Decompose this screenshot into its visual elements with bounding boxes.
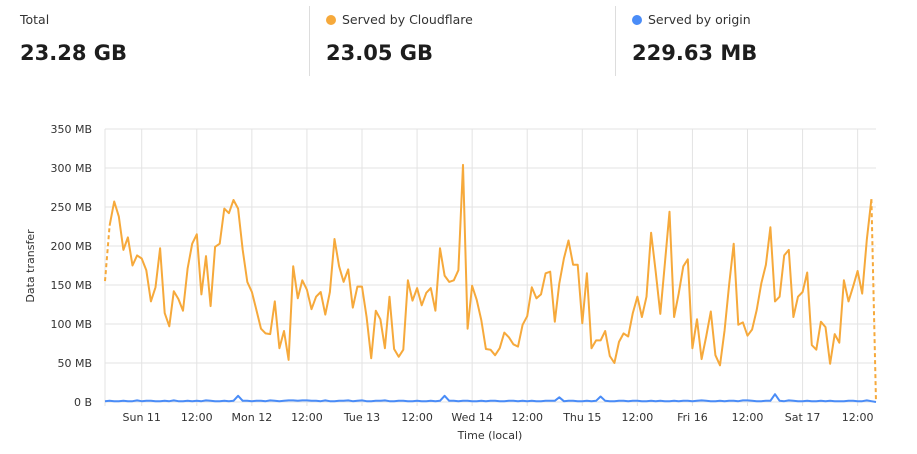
x-tick-label: Wed 14 [451,411,492,424]
stat-cloudflare-label: Served by Cloudflare [342,12,473,27]
divider [309,6,310,76]
y-tick-label: 350 MB [50,123,92,136]
cloudflare-series-line-dashed-end [870,199,877,403]
cloudflare-series-line [108,163,873,367]
stat-total-value: 23.28 GB [20,41,127,65]
stat-origin[interactable]: Served by origin 229.63 MB [632,12,757,74]
x-tick-label: 12:00 [291,411,323,424]
x-tick-label: 12:00 [622,411,654,424]
x-tick-label: 12:00 [732,411,764,424]
y-tick-label: 250 MB [50,201,92,214]
origin-legend-dot-icon [632,14,642,25]
stat-origin-value: 229.63 MB [632,41,758,65]
y-tick-label: 150 MB [50,279,92,292]
x-tick-label: 12:00 [842,411,874,424]
x-tick-label: 12:00 [511,411,543,424]
x-tick-label: Sat 17 [785,411,821,424]
y-tick-label: 50 MB [57,357,92,370]
x-tick-label: Tue 13 [343,411,380,424]
origin-series-line [104,393,877,403]
stat-origin-label: Served by origin [648,12,751,27]
y-tick-label: 0 B [74,396,92,409]
x-tick-label: Sun 11 [123,411,161,424]
divider [615,6,616,76]
stat-total-label: Total [20,12,50,27]
x-tick-label: 12:00 [181,411,213,424]
x-tick-label: Fri 16 [677,411,708,424]
stat-cloudflare-value: 23.05 GB [326,41,433,65]
x-axis-title: Time (local) [457,429,523,442]
y-axis-title: Data transfer [24,229,37,303]
y-tick-label: 200 MB [50,240,92,253]
x-tick-label: Thu 15 [562,411,601,424]
y-tick-label: 100 MB [50,318,92,331]
cloudflare-legend-dot-icon [326,14,336,25]
stat-cloudflare[interactable]: Served by Cloudflare 23.05 GB [326,12,473,74]
stat-total: Total 23.28 GB [20,12,127,74]
x-tick-label: Mon 12 [232,411,273,424]
cloudflare-series-line-dashed-start [104,225,111,282]
x-tick-label: 12:00 [401,411,433,424]
y-tick-label: 300 MB [50,162,92,175]
